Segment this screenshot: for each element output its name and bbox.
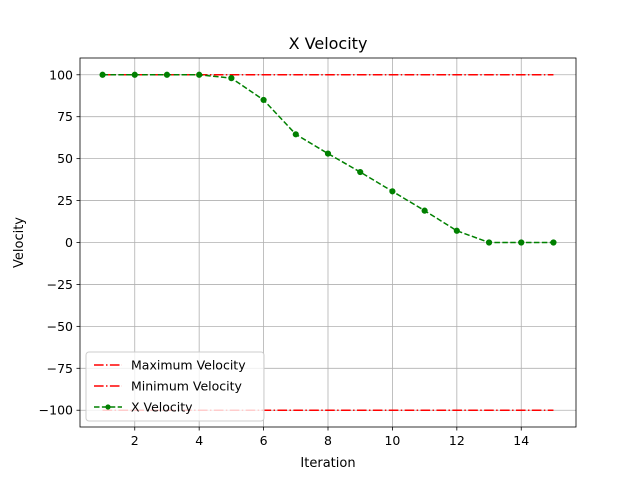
x-axis-label: Iteration [300,456,355,471]
x-tick-label: 2 [131,433,139,448]
x-tick-label: 4 [195,433,203,448]
data-point [518,239,525,246]
data-point [292,131,299,138]
y-tick-label: 25 [57,193,73,208]
data-point [228,75,235,82]
y-tick-label: −100 [39,403,73,418]
data-point [324,150,332,157]
data-point [421,207,428,214]
y-axis-label: Velocity [12,217,27,268]
series-layer [99,71,557,411]
data-point [196,71,203,78]
chart-title: X Velocity [289,34,368,53]
y-tick-label: 100 [49,67,73,82]
x-tick-label: 14 [513,433,529,448]
y-tick-label: 75 [57,109,73,124]
legend-label-maximum-velocity: Maximum Velocity [131,358,246,373]
data-point [163,71,171,78]
data-point [357,168,364,176]
data-point [389,188,396,195]
series-line-x-velocity [102,74,554,244]
data-point [550,239,557,246]
ticks: 2 4 6 8 10 12 14 100 75 50 25 0 −25 −50 −75 −100 [39,67,530,448]
data-point [260,96,267,104]
data-point [131,71,138,78]
legend-label-minimum-velocity: Minimum Velocity [131,379,243,394]
data-point [99,71,106,78]
x-tick-label: 6 [260,433,268,448]
y-tick-label: −50 [47,319,73,334]
legend-label-x-velocity: X Velocity [131,400,193,415]
legend: Maximum Velocity Minimum Velocity X Veloci… [85,351,265,422]
x-tick-label: 8 [324,433,332,448]
legend-box [85,351,265,422]
y-tick-label: 0 [65,235,73,250]
y-tick-label: −25 [47,277,73,292]
y-tick-label: −75 [47,361,73,376]
x-tick-label: 12 [449,433,465,448]
data-point [485,239,493,246]
data-point [453,227,460,234]
legend-marker-x-velocity [105,404,111,410]
x-tick-label: 10 [384,433,400,448]
series-x-velocity [99,71,557,246]
y-tick-label: 50 [57,151,73,166]
